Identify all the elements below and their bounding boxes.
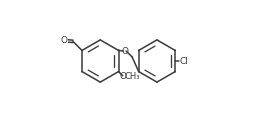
Text: CH₃: CH₃ [124, 72, 140, 81]
Text: O: O [121, 47, 128, 56]
Text: O: O [120, 72, 127, 81]
Text: O: O [61, 36, 68, 45]
Text: Cl: Cl [179, 56, 188, 66]
